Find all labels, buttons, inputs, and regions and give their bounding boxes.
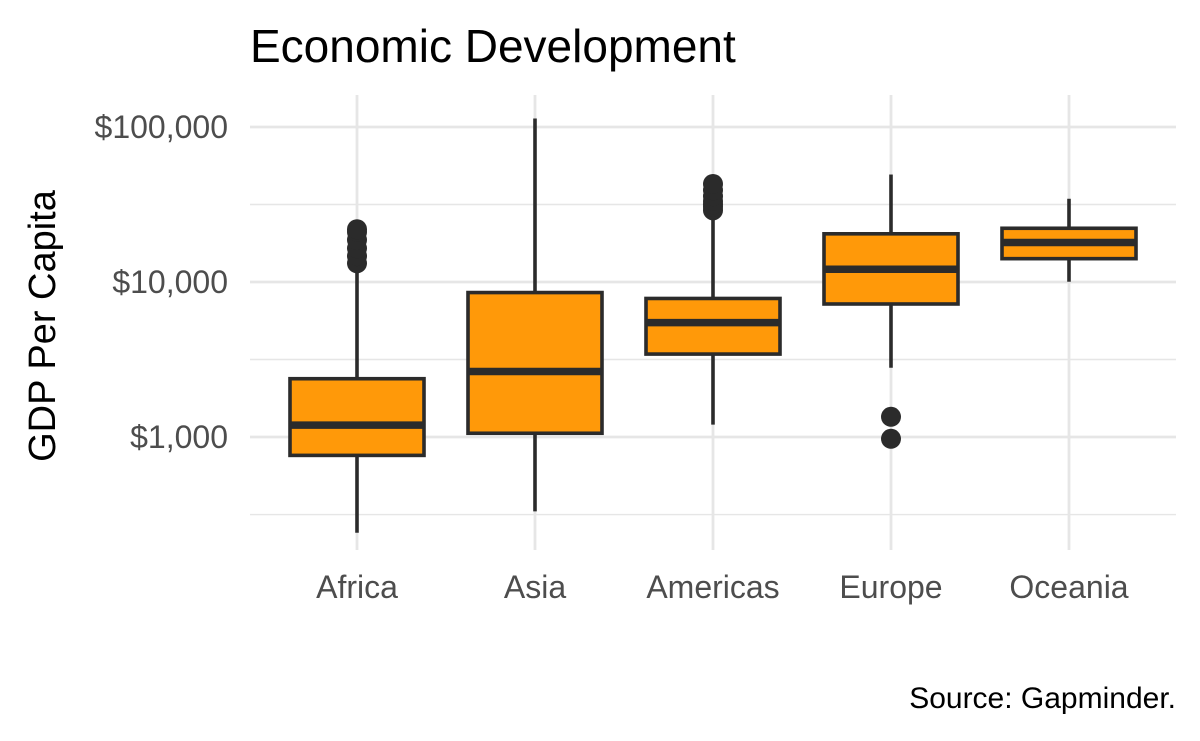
outlier-point bbox=[703, 173, 723, 194]
box-oceania bbox=[1000, 198, 1138, 282]
chart-title: Economic Development bbox=[250, 20, 736, 72]
box-americas bbox=[644, 173, 782, 425]
x-tick-label: Africa bbox=[316, 569, 398, 605]
y-tick-label: $1,000 bbox=[130, 419, 228, 455]
chart-caption: Source: Gapminder. bbox=[909, 682, 1176, 715]
y-axis-label: GDP Per Capita bbox=[22, 189, 64, 462]
x-tick-label: Europe bbox=[839, 569, 942, 605]
x-tick-label: Americas bbox=[646, 569, 779, 605]
y-axis-ticks: $1,000 $10,000 $100,000 bbox=[95, 109, 228, 455]
boxes bbox=[288, 118, 1138, 533]
y-tick-label: $100,000 bbox=[95, 109, 228, 145]
box-iqr bbox=[466, 290, 604, 436]
box-iqr bbox=[288, 376, 426, 458]
x-tick-label: Asia bbox=[504, 569, 566, 605]
box-asia bbox=[466, 118, 604, 512]
y-tick-label: $10,000 bbox=[112, 264, 228, 300]
x-tick-label: Oceania bbox=[1009, 569, 1128, 605]
box-africa bbox=[288, 219, 426, 533]
outlier-point bbox=[347, 219, 367, 240]
x-axis-ticks: Africa Asia Americas Europe Oceania bbox=[316, 569, 1129, 605]
outlier-point bbox=[881, 406, 901, 427]
outlier-point bbox=[881, 428, 901, 449]
box-europe bbox=[822, 174, 960, 449]
